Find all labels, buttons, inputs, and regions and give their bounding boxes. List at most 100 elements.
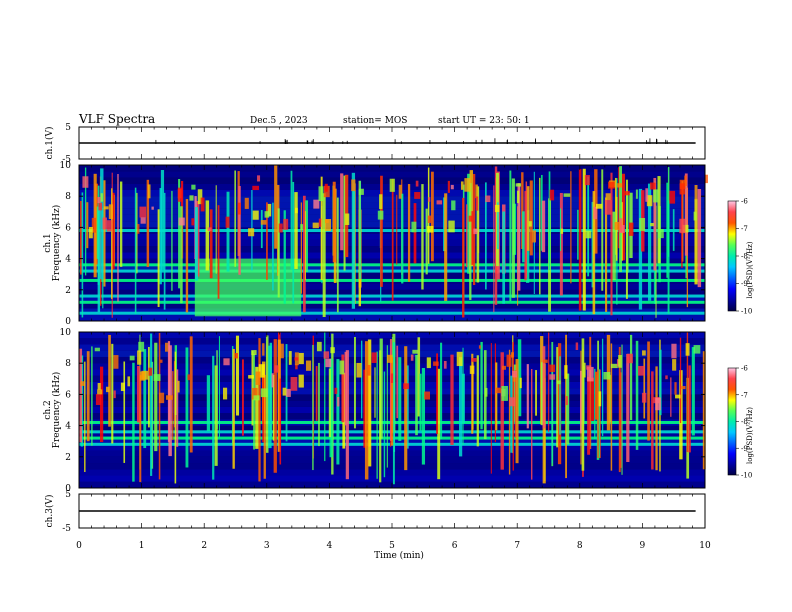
emission-patch <box>244 197 249 209</box>
sferic-streak <box>612 211 616 281</box>
date-label: Dec.5 , 2023 <box>250 116 308 126</box>
emission-patch <box>448 220 455 233</box>
sferic-streak <box>195 207 198 281</box>
sferic-streak <box>167 341 171 442</box>
emission-patch <box>645 188 649 202</box>
y-tick-label: -5 <box>62 155 71 165</box>
sferic-streak <box>279 378 282 465</box>
colorbar-tick-label: -9 <box>741 280 748 288</box>
sferic-streak <box>610 172 613 316</box>
emission-patch <box>403 383 410 390</box>
sferic-streak <box>364 341 369 480</box>
emission-patch <box>671 343 677 359</box>
emission-patch <box>97 197 101 204</box>
emission-patch <box>95 394 102 405</box>
sferic-streak <box>542 346 546 429</box>
sferic-streak <box>476 186 480 283</box>
sferic-streak <box>667 200 670 314</box>
emission-patch <box>113 355 119 369</box>
sferic-streak <box>117 174 119 302</box>
emission-patch <box>428 197 431 202</box>
emission-patch <box>512 370 517 378</box>
emission-patch <box>560 228 564 234</box>
emission-patch <box>334 387 338 394</box>
sferic-streak <box>79 200 83 275</box>
sferic-streak <box>171 190 173 291</box>
emission-patch <box>693 211 697 221</box>
sferic-streak <box>302 195 306 313</box>
emission-patch <box>207 227 212 232</box>
sferic-streak <box>391 178 394 301</box>
sferic-streak <box>521 172 524 250</box>
sferic-streak <box>679 337 682 424</box>
colorbar-tick-label: -6 <box>741 365 748 373</box>
sferic-streak <box>517 339 522 417</box>
emission-patch <box>593 206 598 220</box>
sferic-streak <box>238 185 241 275</box>
emission-patch <box>501 385 508 401</box>
sferic-streak <box>510 375 513 453</box>
emission-patch <box>294 357 299 361</box>
emission-patch <box>411 221 417 233</box>
x-tick-label: 1 <box>139 541 145 551</box>
x-tick-label: 6 <box>452 541 458 551</box>
y-axis-label: ch.3(V) <box>44 495 55 528</box>
emission-patch <box>100 193 103 202</box>
sferic-streak <box>643 358 646 419</box>
emission-patch <box>424 391 431 400</box>
figure-title: VLF Spectra <box>78 112 155 126</box>
emission-patch <box>475 196 479 211</box>
emission-patch <box>147 184 151 199</box>
emission-patch <box>501 365 506 370</box>
sferic-streak <box>294 192 298 269</box>
y-tick-label: 8 <box>65 359 71 369</box>
emission-patch <box>160 359 163 363</box>
sferic-streak <box>444 193 448 301</box>
sferic-streak <box>344 351 348 426</box>
emission-patch <box>563 193 571 197</box>
sferic-streak <box>174 351 177 484</box>
sferic-streak <box>315 366 318 421</box>
sferic-streak <box>172 371 174 441</box>
emission-patch <box>251 350 257 356</box>
colorbar-tick-label: -7 <box>741 225 748 233</box>
sferic-streak <box>341 354 345 423</box>
emission-patch <box>148 367 153 376</box>
emission-patch <box>323 351 330 359</box>
emission-patch <box>197 189 203 205</box>
emission-patch <box>377 210 384 220</box>
sferic-streak <box>332 181 336 263</box>
emission-patch <box>478 345 481 349</box>
sferic-streak <box>535 370 537 416</box>
x-tick-label: 5 <box>389 541 395 551</box>
sferic-streak <box>318 362 320 447</box>
x-tick-label: 7 <box>514 541 520 551</box>
emission-patch <box>138 341 145 352</box>
sferic-streak <box>559 208 562 251</box>
emission-patch <box>619 218 623 233</box>
sferic-streak <box>255 366 259 449</box>
y-axis-label: Frequency (kHz) <box>51 372 62 449</box>
emission-patch <box>628 222 634 236</box>
sferic-streak <box>262 374 264 443</box>
sferic-streak <box>263 374 266 479</box>
y-tick-label: 4 <box>65 255 71 265</box>
sferic-streak <box>266 202 268 280</box>
emission-patch <box>325 218 332 232</box>
sferic-streak <box>97 207 101 313</box>
sferic-streak <box>579 370 582 434</box>
emission-patch <box>248 228 255 237</box>
emission-patch <box>436 200 443 205</box>
emission-patch <box>426 357 431 369</box>
emission-patch <box>191 184 196 190</box>
sferic-streak <box>508 349 511 475</box>
sferic-streak <box>322 193 326 318</box>
sferic-streak <box>512 342 514 471</box>
sferic-streak <box>217 205 220 299</box>
emission-patch <box>223 387 228 400</box>
sferic-streak <box>517 183 521 291</box>
emission-patch <box>94 347 100 352</box>
emission-patch <box>682 224 689 233</box>
emission-patch <box>234 353 238 359</box>
emission-patch <box>456 351 463 367</box>
